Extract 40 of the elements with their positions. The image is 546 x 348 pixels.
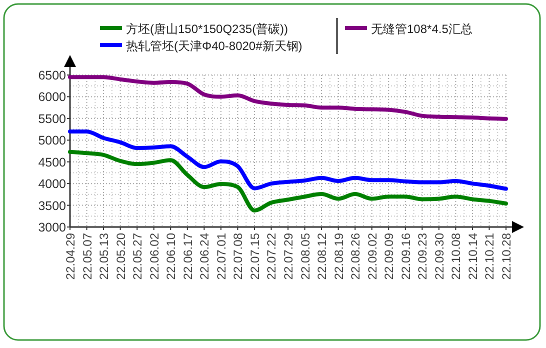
x-tick-label: 22.06.17 <box>180 232 195 280</box>
x-tick-label: 22.09.30 <box>432 232 446 280</box>
x-tick-label: 22.08.12 <box>315 232 330 280</box>
y-tick-label: 3000 <box>38 220 66 234</box>
x-tick-label: 22.07.15 <box>248 232 262 280</box>
legend-label: 无缝管108*4.5汇总 <box>371 22 472 36</box>
line-series <box>68 129 508 191</box>
y-tick-label: 4000 <box>38 177 66 192</box>
line-series <box>68 150 508 212</box>
x-tick-label: 22.05.20 <box>114 232 128 280</box>
x-tick-label: 22.10.14 <box>466 232 480 280</box>
x-tick-label: 22.06.02 <box>147 232 162 280</box>
x-tick-label: 22.07.08 <box>231 232 246 280</box>
x-tick-label: 22.07.22 <box>264 232 279 280</box>
x-tick-label: 22.08.05 <box>298 232 312 280</box>
x-tick-label: 22.05.13 <box>97 232 112 280</box>
x-tick-label: 22.08.26 <box>348 232 363 280</box>
x-tick-label: 22.06.24 <box>198 232 212 280</box>
legend-label: 热轧管坯(天津Φ40-8020#新天钢) <box>126 39 302 53</box>
y-tick-label: 5500 <box>38 112 66 126</box>
x-tick-label: 22.04.29 <box>64 232 78 280</box>
x-tick-label: 22.09.23 <box>416 232 430 280</box>
x-tick-label: 22.10.08 <box>449 232 464 280</box>
x-tick-label: 22.06.10 <box>164 232 178 280</box>
x-tick-label: 22.05.27 <box>130 232 145 280</box>
x-tick-label: 22.07.29 <box>282 232 296 280</box>
x-tick-label: 22.09.09 <box>382 232 396 280</box>
x-tick-label: 22.10.21 <box>482 232 497 280</box>
y-tick-label: 6500 <box>38 68 66 82</box>
x-tick-label: 22.10.28 <box>500 232 514 280</box>
y-tick-label: 6000 <box>38 90 66 104</box>
y-tick-label: 3500 <box>38 198 66 213</box>
x-tick-label: 22.07.01 <box>214 232 228 280</box>
legend-label: 方坯(唐山150*150Q235(普碳)) <box>126 22 288 36</box>
x-tick-label: 22.05.07 <box>80 232 94 280</box>
x-tick-label: 22.09.02 <box>365 232 380 280</box>
y-tick-label: 4500 <box>38 155 66 170</box>
x-tick-label: 22.08.19 <box>332 232 346 280</box>
y-tick-label: 5000 <box>38 134 66 148</box>
x-tick-label: 22.09.16 <box>398 232 413 280</box>
